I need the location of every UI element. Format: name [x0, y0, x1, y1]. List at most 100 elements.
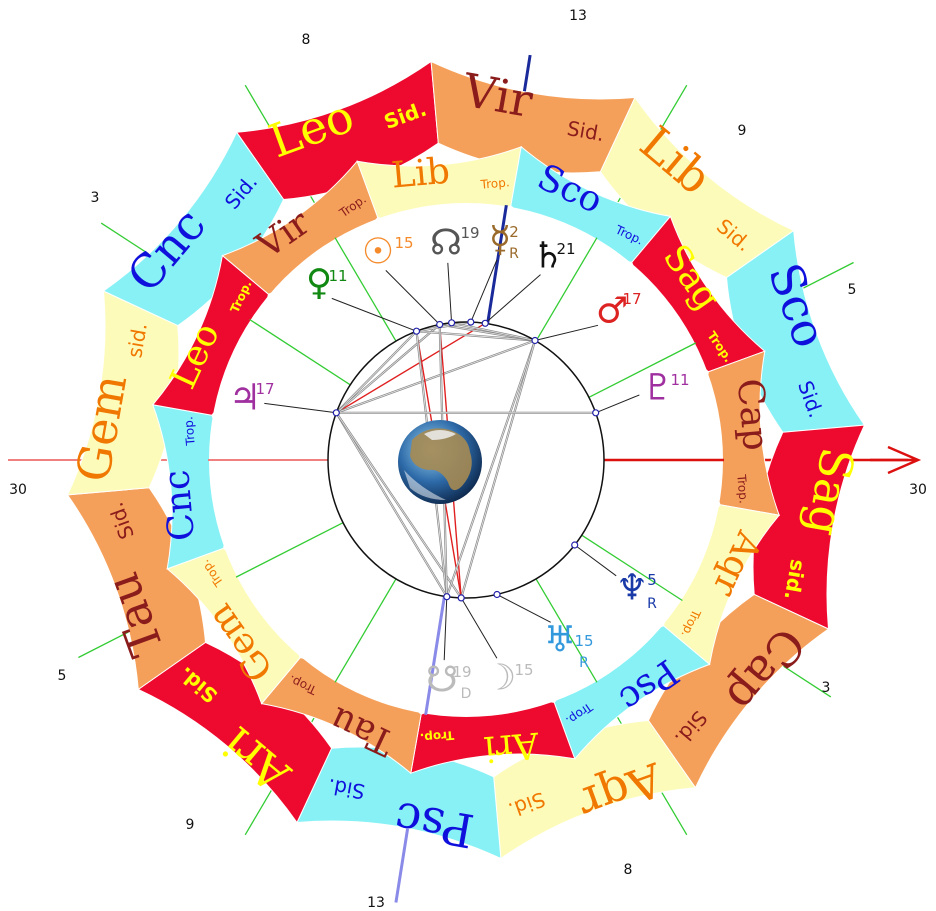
planet-dot-saturn [481, 319, 489, 327]
planet-motion-neptune: R [647, 596, 657, 612]
aspect-line-highlight [416, 330, 536, 341]
tropical-sign-label-cnc: Cnc [156, 468, 203, 542]
house-cusp-label-h2: 5 [58, 668, 67, 684]
aspect-line-highlight [336, 330, 417, 414]
planet-dot-south-node [443, 593, 451, 601]
planet-motion-uranus: R [579, 655, 589, 671]
mercury-icon: ☿ [489, 220, 511, 261]
inner-cusp-line-h12 [249, 318, 351, 386]
pluto-icon: ♇ [642, 368, 674, 409]
aspect-line-highlight [335, 412, 448, 597]
aspect-line [335, 322, 486, 414]
inner-house-lines [208, 204, 724, 716]
tropical-tag-lib: Trop. [479, 175, 510, 192]
planet-dot-neptune [571, 541, 579, 549]
aspect-line-highlight [336, 324, 440, 414]
inner-cusp-line-h6 [581, 534, 683, 602]
aspect-line-highlight [416, 321, 471, 332]
house-cusp-label-h9: 9 [738, 123, 747, 139]
planet-degree-south-node: 19 [452, 663, 471, 681]
inner-cusp-line-h8 [588, 342, 697, 398]
planet-pointer-venus [331, 297, 417, 332]
saturn-icon: ♄ [532, 236, 564, 277]
earth-icon [398, 420, 482, 504]
axis-label-mc: 13 [569, 8, 587, 24]
planet-degree-mars: 17 [622, 290, 641, 308]
planet-pointer-moon [460, 597, 498, 659]
tropical-tag-cnc: Trop. [181, 416, 198, 447]
planet-degree-moon: 15 [514, 661, 533, 679]
cusp-labels: 30 30 13 13 8 3 5 9 8 3 5 9 [9, 8, 927, 911]
house-cusp-label-h5: 8 [624, 862, 633, 878]
inner-chart [208, 203, 724, 717]
moon-icon: ☽ [484, 658, 516, 699]
planets: ☉ 15 ☊19 ☿2R ♄21♀11♂17♇11♃17♆ 5R♅15R☽15☋19D [229, 220, 690, 703]
planet-dot-mercury [467, 318, 475, 326]
south-node-icon: ☋ [426, 660, 458, 701]
planet-pointer-jupiter [264, 402, 337, 414]
planet-dot-sun [436, 320, 444, 329]
inner-cusp-line-h9 [535, 237, 598, 342]
house-cusp-label-h12: 3 [91, 190, 100, 206]
descendant-arrow-icon [870, 445, 922, 475]
axis-label-desc: 30 [909, 482, 927, 498]
planet-dot-uranus [493, 590, 501, 599]
planet-dot-pluto [592, 409, 600, 417]
aspect-circle [327, 321, 605, 599]
earth-cloud [424, 430, 456, 440]
planet-pointer-south-node [443, 596, 448, 661]
mars-icon: ♂ [596, 291, 628, 332]
planet-degree-uranus: 15 [574, 632, 593, 650]
tropical-sign-label-ari: Ari [482, 724, 541, 770]
inner-cusp-line-h3 [334, 578, 397, 683]
jupiter-icon: ♃ [229, 378, 261, 419]
aspect-line-highlight [336, 340, 536, 414]
aspect-line-highlight [451, 322, 536, 341]
inner-cusp-line-h11 [334, 237, 397, 342]
planet-pointer-mercury [470, 259, 498, 323]
planet-degree-saturn: 21 [556, 240, 575, 258]
house-cusp-label-h11: 8 [302, 32, 311, 48]
planet-dot-node [448, 319, 456, 327]
planet-pointer-saturn [484, 274, 541, 324]
planet-dot-venus [412, 327, 421, 335]
tropical-sign-label-cap: Cap [729, 377, 776, 452]
planet-dot-jupiter [332, 409, 340, 417]
planet-degree-sun: 15 [394, 234, 413, 252]
planet-degree-node: 19 [460, 224, 479, 242]
earth-cloud [404, 470, 446, 500]
tropical-tag-ari: Trop. [419, 728, 454, 745]
planet-pointer-node [447, 262, 453, 323]
planet-degree-neptune: 5 [647, 571, 657, 589]
planet-pointer-neptune [574, 544, 617, 577]
inner-cusp-line-h2 [235, 522, 344, 578]
venus-icon: ♀ [306, 263, 332, 304]
axis-label-ic: 13 [367, 895, 385, 911]
planet-motion-mercury: R [509, 246, 519, 262]
house-cusp-label-h3: 9 [186, 817, 195, 833]
aspect-line-highlight [460, 340, 536, 599]
house-cusp-label-h8: 5 [848, 282, 857, 298]
planet-pointer-sun [385, 270, 441, 325]
planet-motion-south-node: D [461, 686, 472, 702]
imum-coeli-inner-line [424, 596, 446, 716]
sidereal-tag-gem: sid. [122, 321, 152, 360]
axis-label-asc: 30 [9, 482, 27, 498]
lunar-node-icon: ☊ [430, 223, 462, 264]
earth-land [410, 428, 472, 491]
inner-cusp-line-h5 [535, 578, 598, 683]
planet-dot-mars [531, 336, 539, 345]
planet-dot-moon [457, 594, 465, 602]
planet-degree-venus: 11 [328, 267, 347, 285]
planet-degree-pluto: 11 [670, 371, 689, 389]
planet-pointer-uranus [496, 594, 551, 623]
neptune-icon: ♆ [616, 568, 648, 609]
midheaven-inner-line [486, 204, 508, 324]
aspect-line-highlight [335, 412, 462, 599]
sidereal-sign-label-vir: Vir [458, 63, 536, 128]
planet-degree-mercury: 2 [509, 223, 519, 241]
sun-icon: ☉ [362, 232, 394, 273]
planet-pointer-pluto [595, 394, 640, 414]
tropical-zodiac-ring [151, 145, 781, 775]
